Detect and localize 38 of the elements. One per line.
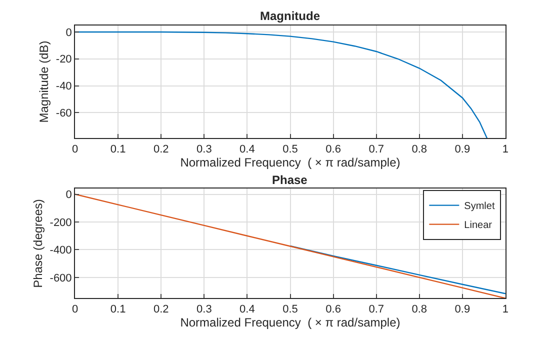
x-tick-label: 0.3 (196, 303, 212, 316)
x-tick-label: 1 (502, 143, 509, 156)
legend-label: Symlet (464, 201, 495, 212)
x-tick-label: 0.5 (282, 303, 298, 316)
y-tick-label: -40 (56, 80, 72, 93)
y-tick-label: -20 (56, 54, 72, 66)
y-tick-label: 0 (66, 189, 72, 202)
x-tick-label: 0.9 (454, 303, 470, 316)
x-tick-label: 0.6 (326, 303, 341, 316)
x-tick-label: 0.2 (153, 143, 169, 156)
y-tick-label: -200 (50, 216, 72, 229)
x-axis-title: Normalized Frequency ( × π rad/sample) (180, 155, 400, 170)
x-axis-title: Normalized Frequency ( × π rad/sample) (180, 315, 400, 330)
x-tick-label: 1 (502, 303, 509, 316)
x-tick-label: 0.2 (153, 303, 169, 316)
y-axis-title: Phase (degrees) (31, 199, 46, 288)
chart-title: Phase (272, 173, 308, 187)
x-tick-label: 0.6 (326, 143, 341, 156)
line-series (75, 194, 506, 298)
x-tick-label: 0.7 (368, 303, 384, 316)
x-tick-label: 0.5 (282, 143, 298, 156)
line-series (290, 245, 506, 294)
y-tick-label: -400 (50, 244, 72, 257)
x-tick-label: 0.7 (368, 143, 384, 156)
y-tick-label: -600 (50, 272, 72, 284)
x-tick-label: 0.1 (110, 303, 126, 316)
x-tick-label: 0.1 (110, 143, 126, 156)
legend-label: Linear (464, 220, 493, 232)
y-tick-label: 0 (66, 26, 72, 39)
x-tick-label: 0.3 (196, 143, 212, 156)
y-axis-title: Magnitude (dB) (37, 40, 52, 123)
x-tick-label: 0.4 (240, 143, 255, 156)
x-tick-label: 0.8 (412, 303, 428, 316)
x-tick-label: 0.4 (240, 303, 255, 316)
x-tick-label: 0.8 (412, 143, 428, 156)
x-tick-label: 0.9 (454, 143, 470, 156)
y-tick-label: -60 (56, 107, 72, 120)
chart-title: Magnitude (260, 9, 320, 23)
